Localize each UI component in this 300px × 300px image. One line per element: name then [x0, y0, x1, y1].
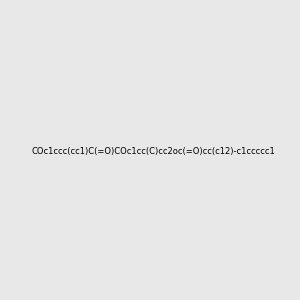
Text: COc1ccc(cc1)C(=O)COc1cc(C)cc2oc(=O)cc(c12)-c1ccccc1: COc1ccc(cc1)C(=O)COc1cc(C)cc2oc(=O)cc(c1… — [32, 147, 276, 156]
